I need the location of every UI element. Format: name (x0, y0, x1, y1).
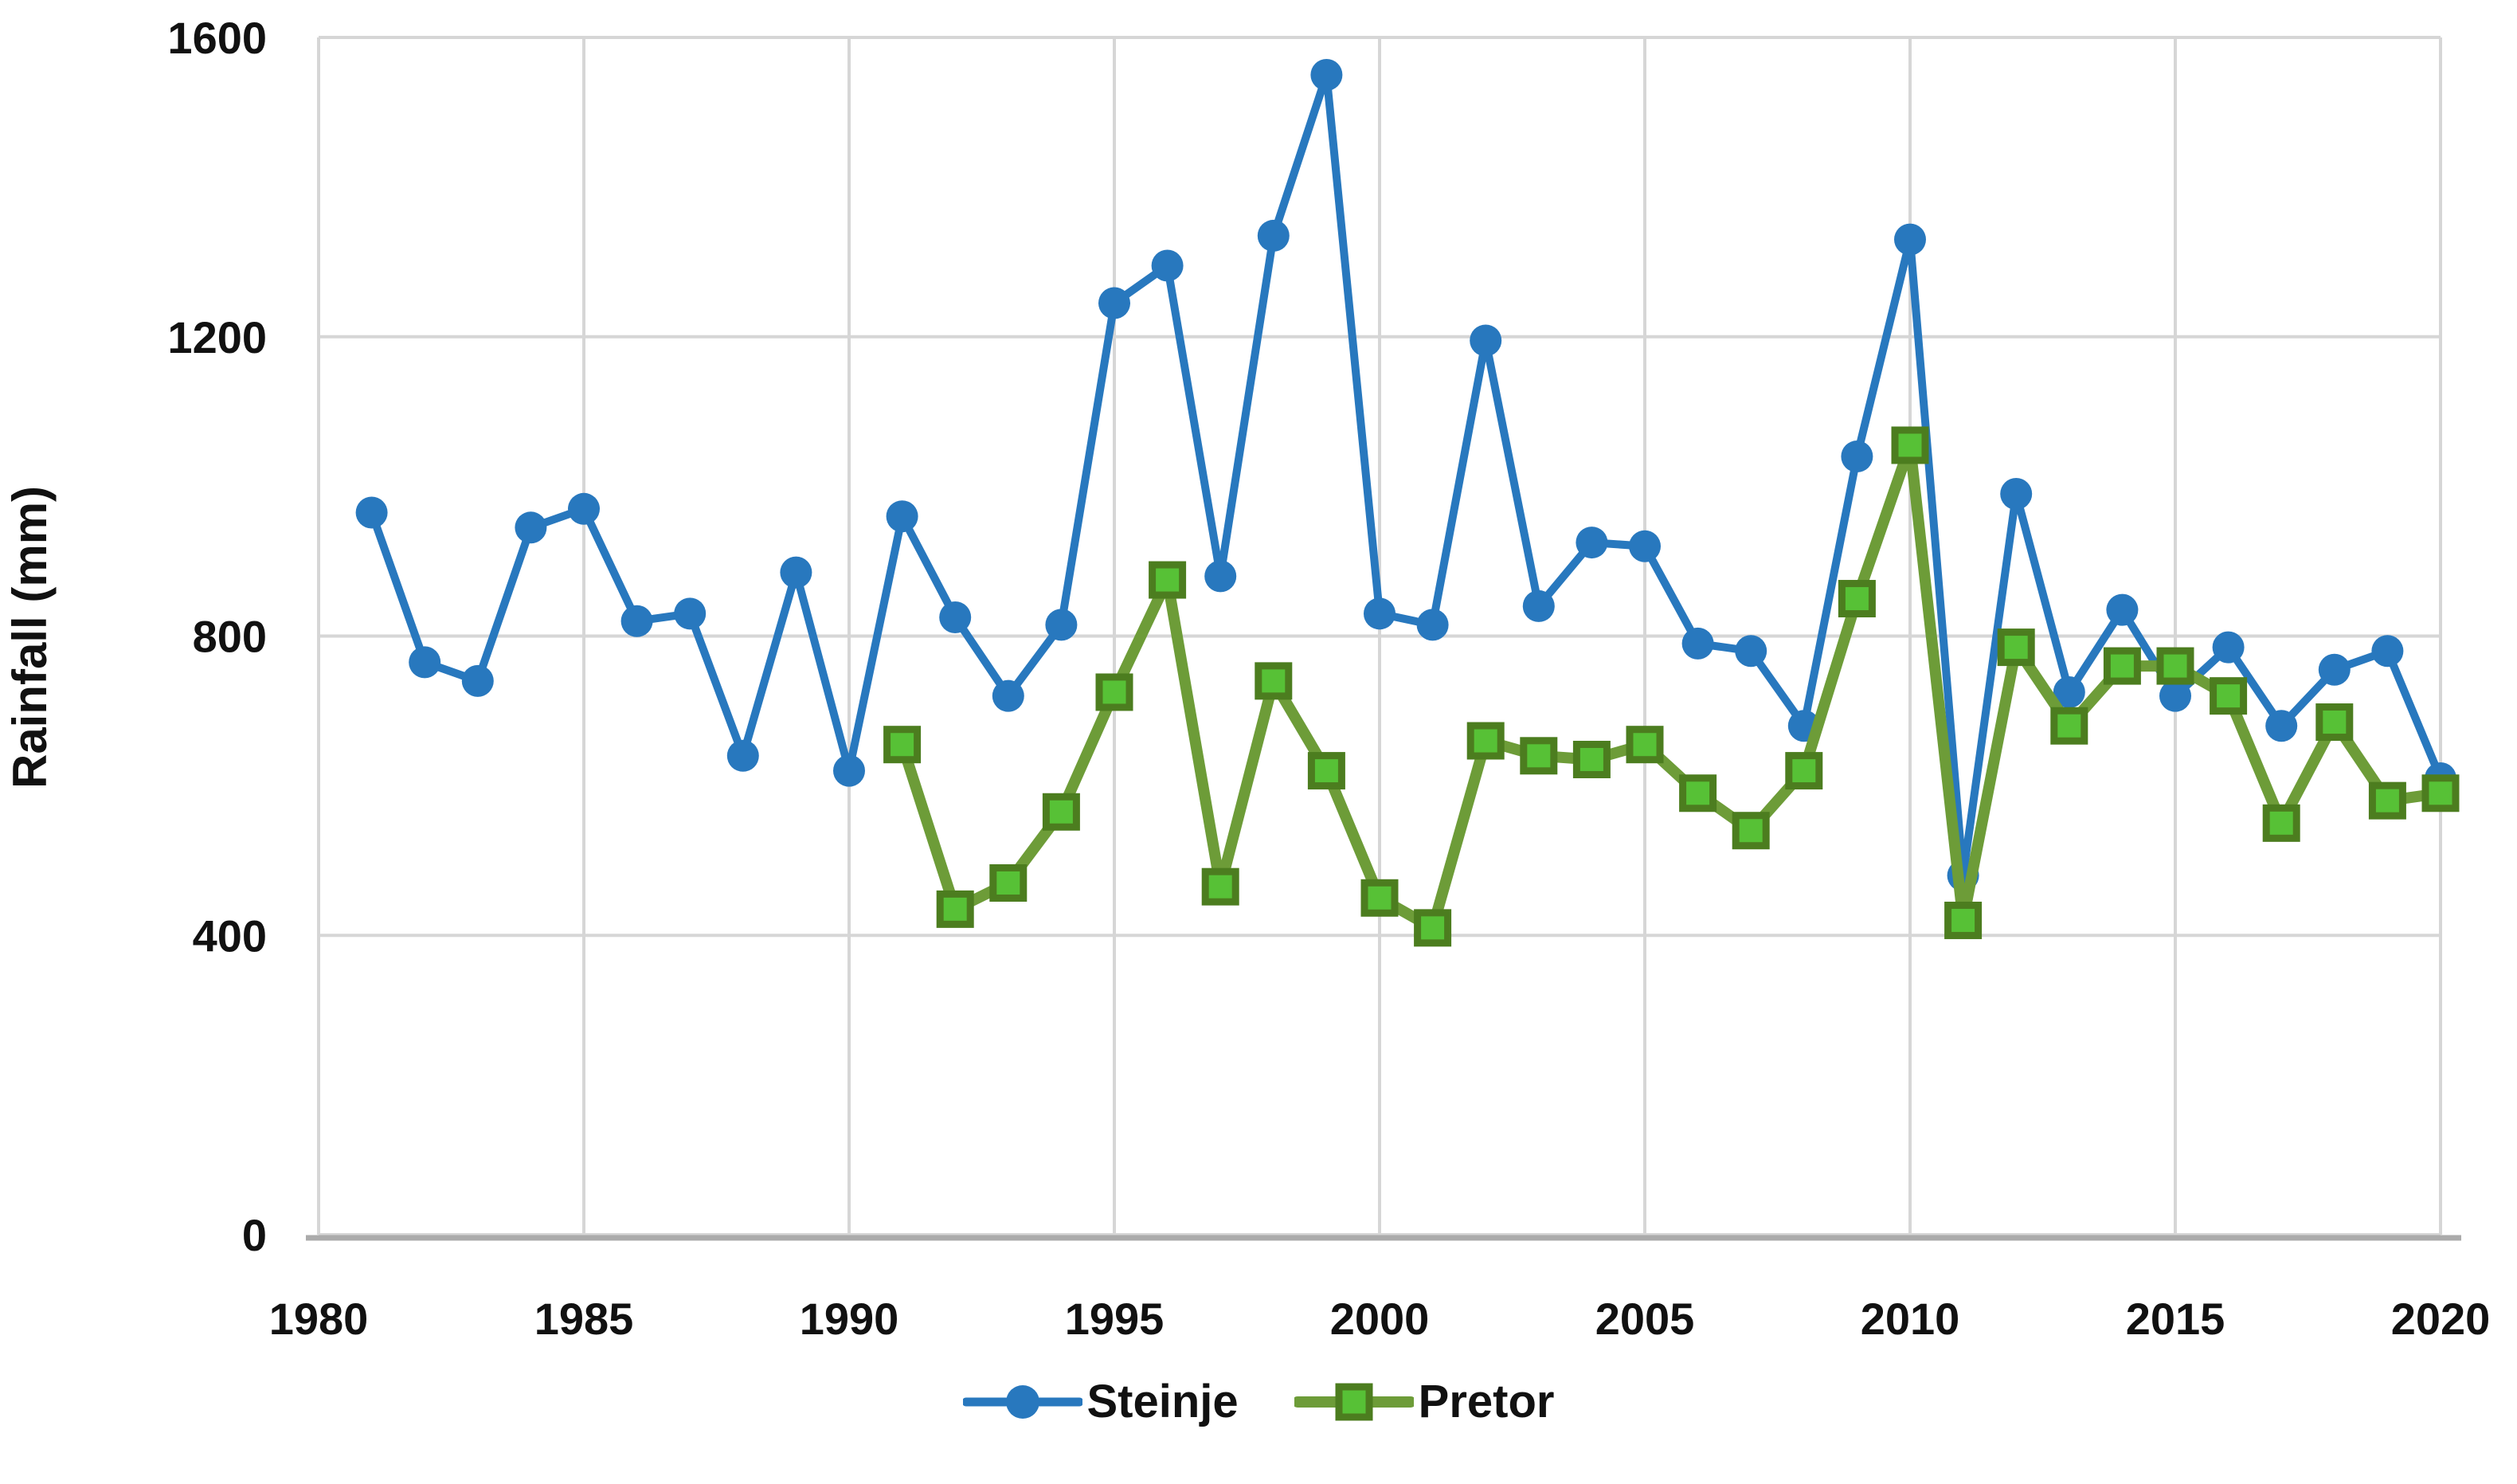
y-tick-label: 1200 (167, 312, 267, 362)
data-series (355, 58, 2460, 947)
data-point-square (1201, 867, 1239, 906)
data-point-circle (2106, 593, 2139, 626)
series-pretor (883, 426, 2460, 947)
data-point-square (936, 890, 974, 928)
chart-legend: Steinje Pretor (0, 1375, 2517, 1428)
data-point-circle (1045, 609, 1078, 641)
data-point-circle (2212, 631, 2245, 664)
data-point-circle (2000, 478, 2033, 511)
data-point-square (1732, 812, 1770, 850)
data-point-square (1095, 673, 1133, 711)
data-point-square (1626, 726, 1664, 764)
y-tick-label: 400 (193, 910, 267, 961)
data-point-square (2262, 804, 2300, 842)
legend-marker-square (1294, 1383, 1414, 1420)
data-point-square (1944, 901, 1983, 939)
data-point-circle (1522, 589, 1555, 622)
axis-labels: 0 400 800 1200 1600 1980 1985 1990 1995 2000 2005 2… (167, 13, 2490, 1344)
y-axis-title: Rainfall (mm) (3, 486, 57, 789)
data-point-square (2103, 647, 2141, 685)
x-tick-label: 1995 (1065, 1294, 1165, 1344)
data-point-circle (2159, 679, 2191, 712)
data-point-square (1997, 628, 2035, 667)
data-point-square (2210, 677, 2248, 715)
data-point-circle (886, 500, 918, 533)
data-point-square (1042, 793, 1080, 831)
data-point-circle (409, 646, 441, 679)
y-tick-label: 1600 (167, 13, 267, 63)
x-tick-label: 1990 (800, 1294, 899, 1344)
data-point-circle (2265, 710, 2298, 742)
data-point-square (1255, 662, 1293, 700)
data-point-circle (1841, 441, 1873, 473)
data-point-circle (461, 664, 494, 697)
data-point-circle (2318, 653, 2351, 686)
data-point-square (1838, 580, 1876, 618)
y-tick-label: 800 (193, 612, 267, 662)
data-point-circle (515, 511, 547, 544)
data-point-circle (2371, 635, 2404, 668)
data-point-square (1572, 740, 1611, 778)
x-tick-label: 1985 (534, 1294, 634, 1344)
legend-item-steinje: Steinje (962, 1375, 1239, 1428)
data-point-circle (620, 605, 653, 637)
data-point-circle (833, 754, 865, 787)
data-point-circle (1098, 287, 1130, 319)
legend-label: Steinje (1086, 1376, 1239, 1427)
data-point-square (1466, 722, 1505, 760)
data-point-circle (674, 597, 707, 630)
data-point-circle (1470, 324, 1502, 357)
x-tick-label: 2000 (1330, 1294, 1430, 1344)
data-point-circle (1894, 223, 1926, 256)
data-point-circle (568, 492, 600, 525)
x-tick-label: 2015 (2126, 1294, 2225, 1344)
legend-label: Pretor (1418, 1376, 1555, 1427)
gridlines (317, 36, 2442, 1236)
data-point-circle (1310, 58, 1343, 91)
data-point-square (1149, 561, 1187, 599)
data-point-circle (1257, 219, 1290, 252)
data-point-square (1891, 426, 1929, 464)
data-point-square (1785, 752, 1823, 790)
data-point-square (1414, 909, 1452, 947)
data-point-circle (992, 679, 1024, 712)
data-point-circle (939, 601, 972, 634)
data-point-circle (1364, 597, 1396, 630)
data-point-square (2050, 707, 2088, 745)
data-point-circle (2053, 675, 2085, 708)
x-tick-label: 1980 (269, 1294, 369, 1344)
data-point-square (1520, 737, 1558, 775)
data-point-circle (1681, 627, 1714, 660)
data-point-circle (1416, 609, 1449, 641)
data-point-circle (726, 739, 759, 772)
data-point-square (2315, 703, 2354, 742)
data-point-square (2421, 774, 2460, 812)
legend-marker-circle (962, 1384, 1082, 1419)
data-point-square (2156, 647, 2194, 685)
data-point-circle (780, 556, 812, 589)
x-tick-label: 2010 (1861, 1294, 1960, 1344)
legend-item-pretor: Pretor (1294, 1375, 1555, 1428)
series-line (367, 70, 2445, 880)
data-point-circle (1735, 635, 1767, 668)
data-point-square (989, 863, 1028, 902)
data-point-square (2368, 781, 2406, 820)
x-tick-label: 2005 (1595, 1294, 1695, 1344)
data-point-circle (1629, 530, 1661, 562)
data-point-square (883, 726, 922, 764)
data-point-circle (1204, 560, 1237, 593)
data-point-circle (1576, 527, 1608, 559)
data-point-square (1679, 774, 1717, 812)
data-point-circle (355, 496, 388, 529)
data-point-square (1360, 879, 1399, 917)
series-steinje (355, 58, 2456, 892)
data-point-square (1307, 752, 1345, 790)
data-point-circle (1151, 249, 1184, 282)
x-tick-label: 2020 (2391, 1294, 2491, 1344)
y-tick-label: 0 (242, 1210, 267, 1260)
